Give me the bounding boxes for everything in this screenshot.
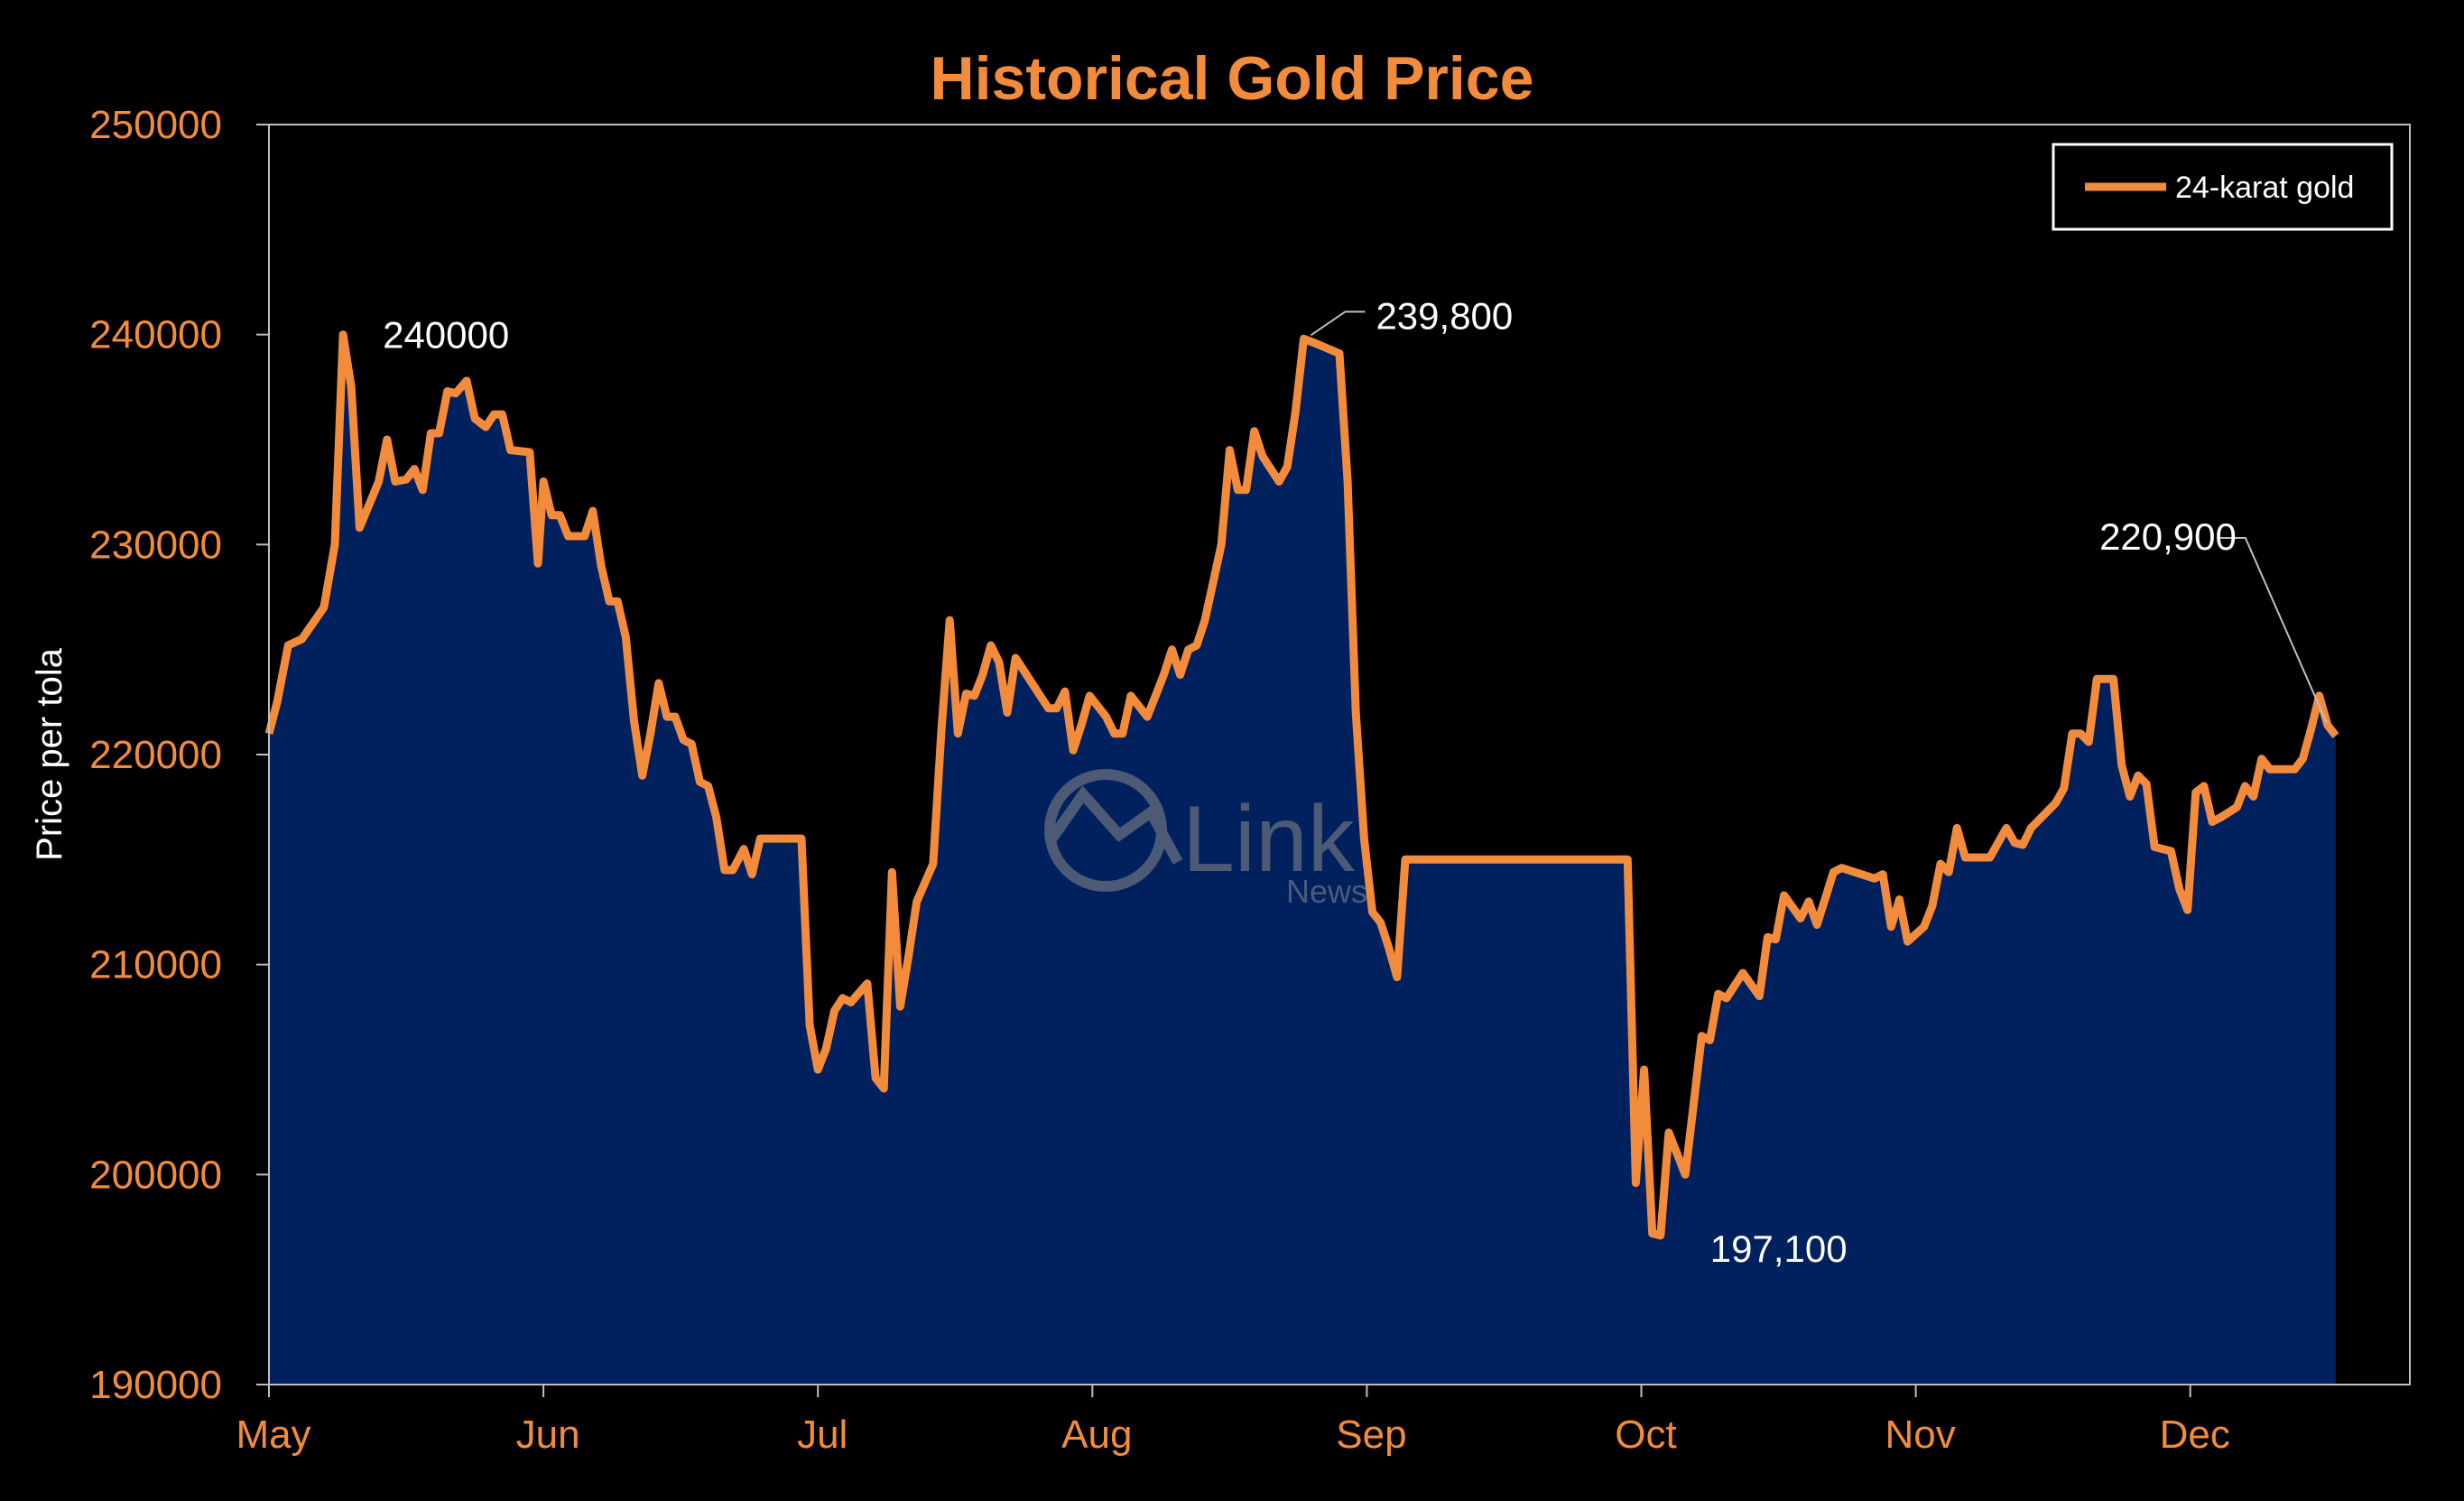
legend-label: 24-karat gold: [2175, 171, 2354, 205]
y-tick-label: 250000: [89, 103, 222, 147]
y-tick-label: 190000: [89, 1363, 222, 1407]
series-line-24-karat-gold: [264, 330, 2339, 1240]
y-axis-label: Price per tola: [30, 647, 69, 860]
y-tick-label: 210000: [89, 943, 222, 987]
data-label: 239,800: [1376, 294, 1513, 337]
leader-line: [2219, 537, 2328, 724]
chart-title: Historical Gold Price: [931, 44, 1534, 113]
x-tick-label: Oct: [1615, 1413, 1676, 1457]
y-tick-label: 240000: [89, 313, 222, 357]
watermark-sub: News: [1286, 873, 1367, 910]
x-tick-label: Aug: [1061, 1413, 1132, 1457]
legend: 24-karat gold: [2052, 143, 2394, 231]
x-tick-label: Dec: [2160, 1413, 2230, 1457]
y-tick-label: 200000: [89, 1153, 222, 1197]
y-tick-label: 220000: [89, 733, 222, 777]
x-tick-label: Nov: [1885, 1413, 1955, 1457]
x-tick-label: May: [236, 1413, 310, 1457]
series-area-24-karat-gold: [269, 334, 2336, 1385]
data-label: 220,900: [2099, 515, 2237, 558]
x-tick-label: Sep: [1336, 1413, 1406, 1457]
annotations: 240000 239,800 220,900 197,100: [383, 294, 2328, 1270]
watermark-brand: Link: [1182, 787, 1356, 892]
watermark-chart-icon: [1047, 785, 1183, 865]
leader-line: [1310, 310, 1366, 337]
x-axis: May Jun Jul Aug Sep Oct Nov Dec: [236, 1385, 2230, 1457]
data-label: 197,100: [1710, 1228, 1848, 1270]
x-tick-label: Jun: [516, 1413, 580, 1457]
y-tick-label: 230000: [89, 523, 222, 567]
x-tick-label: Jul: [797, 1413, 848, 1457]
watermark-logo: Link News: [1044, 769, 1367, 910]
y-axis: 190000 200000 210000 220000 230000 240000 2500…: [89, 103, 269, 1407]
data-label: 240000: [383, 314, 509, 357]
